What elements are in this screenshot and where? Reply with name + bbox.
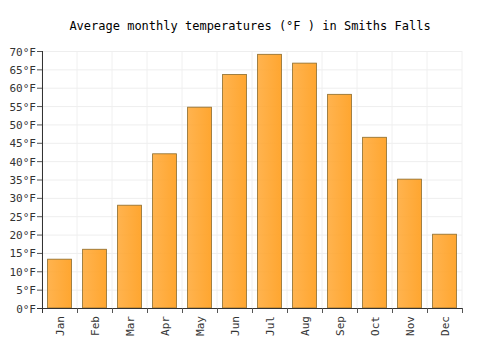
grid-line xyxy=(42,106,462,107)
x-tick xyxy=(322,308,323,313)
grid-line xyxy=(42,161,462,162)
bar xyxy=(153,154,177,308)
x-tick xyxy=(287,308,288,313)
y-tick xyxy=(37,106,42,107)
x-tick-label: Jul xyxy=(264,316,277,336)
y-tick-label: 40°F xyxy=(10,156,37,169)
y-tick xyxy=(37,69,42,70)
grid-line xyxy=(42,143,462,144)
bars xyxy=(48,54,457,308)
x-tick-label: Sep xyxy=(334,316,347,336)
y-tick-label: 35°F xyxy=(10,174,37,187)
x-tick-label: Feb xyxy=(89,316,102,336)
y-tick xyxy=(37,235,42,236)
x-tick-label: Nov xyxy=(404,316,417,336)
y-tick-label: 60°F xyxy=(10,82,37,95)
y-tick-label: 5°F xyxy=(16,284,36,297)
bar xyxy=(293,63,317,308)
x-tick-label: Dec xyxy=(439,316,452,336)
y-tick xyxy=(37,143,42,144)
y-tick-label: 10°F xyxy=(10,266,37,279)
x-tick xyxy=(462,308,463,313)
y-tick-label: 50°F xyxy=(10,119,37,132)
grid-line xyxy=(42,88,462,89)
y-tick-label: 15°F xyxy=(10,247,37,260)
y-tick xyxy=(37,290,42,291)
x-tick xyxy=(217,308,218,313)
y-tick xyxy=(37,216,42,217)
bar xyxy=(433,234,457,308)
x-tick xyxy=(252,308,253,313)
x-tick-label: Apr xyxy=(159,316,172,336)
x-tick xyxy=(147,308,148,313)
grid-line xyxy=(42,124,462,125)
bar xyxy=(223,74,247,308)
x-tick xyxy=(182,308,183,313)
y-tick-label: 45°F xyxy=(10,137,37,150)
y-tick xyxy=(37,88,42,89)
grid-line xyxy=(42,69,462,70)
x-tick-label: Jun xyxy=(229,316,242,336)
x-tick-label: Oct xyxy=(369,316,382,336)
y-tick-label: 70°F xyxy=(10,46,37,59)
title: Average monthly temperatures (°F ) in Sm… xyxy=(69,19,430,33)
y-tick-label: 65°F xyxy=(10,64,37,77)
bar xyxy=(118,205,142,308)
bar xyxy=(48,259,72,308)
y-tick-label: 30°F xyxy=(10,192,37,205)
y-tick-label: 25°F xyxy=(10,211,37,224)
chart: Average monthly temperatures (°F ) in Sm… xyxy=(0,0,500,350)
x-tick xyxy=(427,308,428,313)
y-tick xyxy=(37,51,42,52)
y-tick-label: 55°F xyxy=(10,101,37,114)
y-tick xyxy=(37,161,42,162)
y-tick-label: 20°F xyxy=(10,229,37,242)
y-tick xyxy=(37,253,42,254)
y-tick-label: 0°F xyxy=(16,303,36,316)
x-axis xyxy=(37,308,462,309)
bar xyxy=(398,179,422,308)
x-tick xyxy=(357,308,358,313)
x-tick xyxy=(112,308,113,313)
x-tick xyxy=(392,308,393,313)
y-tick xyxy=(37,124,42,125)
y-tick xyxy=(37,271,42,272)
y-axis xyxy=(42,51,43,313)
chart-container: Average monthly temperatures (°F ) in Sm… xyxy=(0,0,500,350)
grid-line xyxy=(42,51,462,52)
x-tick xyxy=(77,308,78,313)
x-tick-label: Mar xyxy=(124,316,137,336)
bar xyxy=(363,137,387,308)
bar xyxy=(328,94,352,308)
x-tick-label: Aug xyxy=(299,316,312,336)
y-tick xyxy=(37,198,42,199)
y-tick xyxy=(37,180,42,181)
x-tick-label: May xyxy=(194,316,207,336)
bar xyxy=(83,249,107,308)
x-tick-label: Jan xyxy=(54,316,67,336)
bar xyxy=(188,107,212,308)
bar xyxy=(258,54,282,308)
